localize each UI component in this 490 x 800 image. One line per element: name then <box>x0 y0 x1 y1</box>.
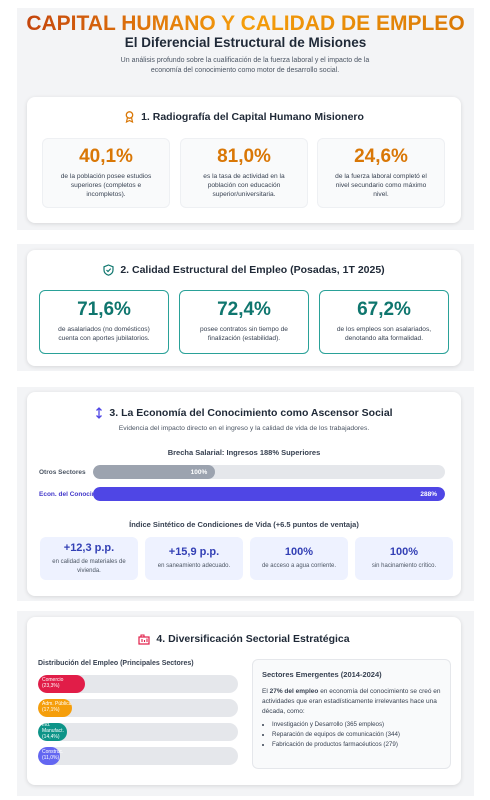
stat-card: 81,0% es la tasa de actividad en la pobla… <box>180 138 308 208</box>
stat-card: 40,1% de la población posee estudios supe… <box>42 138 170 208</box>
salary-chart: Otros Sectores 100% Econ. del Conocimiento… <box>27 462 461 506</box>
bar-track: Adm. Pública (17,1%) <box>38 699 238 717</box>
bar-text: Comercio (23,3%) <box>42 675 63 693</box>
bar-label: Econ. del Conocimiento <box>39 490 114 498</box>
stat-card: 67,2% de los empleos son asalariados, den… <box>319 290 449 354</box>
section-card: 2. Calidad Estructural del Empleo (Posad… <box>27 250 461 366</box>
bar-text: Ind. Manufact. (14,4%) <box>42 723 67 741</box>
stat-text: en calidad de materiales de vivienda. <box>52 559 126 574</box>
emerging-box: Sectores Emergentes (2014-2024) El 27% d… <box>252 659 451 769</box>
section-subtitle: Evidencia del impacto directo en el ingr… <box>118 425 370 432</box>
index-cards: +12,3 p.p. en calidad de materiales de vi… <box>27 537 461 581</box>
icon <box>96 407 103 419</box>
section-heading: 3. La Economía del Conocimiento como Asc… <box>27 407 461 419</box>
stat-text: posee contratos sin tiempo de finalizaci… <box>200 326 288 343</box>
stat-card: 24,6% de la fuerza laboral completó el ni… <box>317 138 445 208</box>
bar: Construc. (11,0%) <box>38 747 63 765</box>
bar-value-label: (11,0%) <box>42 755 60 761</box>
stat-text: es la tasa de actividad en la población … <box>203 172 285 199</box>
list-item: Investigación y Desarrollo (365 empleos) <box>272 720 441 730</box>
text: El <box>262 688 268 695</box>
stat-card: 72,4% posee contratos sin tiempo de final… <box>179 290 309 354</box>
bar: 100% <box>93 465 216 479</box>
stat-value: 72,4% <box>217 299 271 321</box>
section-heading: 2. Calidad Estructural del Empleo (Posad… <box>27 264 461 276</box>
stat-text: de los empleos son asalariados, denotand… <box>336 326 432 343</box>
emerging-title: Sectores Emergentes (2014-2024) <box>262 670 382 679</box>
list-item: Fabricación de productos farmacéuticos (… <box>272 740 441 750</box>
bar-value-label: 288% <box>420 490 437 498</box>
bar-track: Ind. Manufact. (14,4%) <box>38 723 238 741</box>
stat-card: 100% sin hacinamiento crítico. <box>355 537 453 580</box>
bar-text: Adm. Pública (17,1%) <box>42 699 71 717</box>
stat-value: 40,1% <box>79 145 133 167</box>
stat-text: de asalariados (no domésticos) cuenta co… <box>58 326 150 343</box>
stat-text: de la fuerza laboral completó el nivel s… <box>335 172 427 199</box>
emerging-list: Investigación y Desarrollo (365 empleos)… <box>262 720 441 750</box>
bar-track: Construc. (11,0%) <box>38 747 238 765</box>
stat-text: de la población posee estudios superiore… <box>60 172 152 199</box>
bar-value-label: 100% <box>190 468 208 476</box>
bar: Adm. Pública (17,1%) <box>38 699 73 717</box>
icon <box>138 633 151 645</box>
stat-value: +12,3 p.p. <box>63 542 115 555</box>
stat-card: 71,6% de asalariados (no domésticos) cuen… <box>39 290 169 354</box>
stat-value: 81,0% <box>217 145 271 167</box>
stat-text: de acceso a agua corriente. <box>261 563 337 570</box>
stat-value: +15,9 p.p. <box>168 546 220 559</box>
bar-label: Construc. <box>42 749 64 756</box>
bar: Comercio (23,3%) <box>38 675 85 693</box>
section-heading: 1. Radiografía del Capital Humano Mision… <box>27 111 461 123</box>
stat-card: 100% de acceso a agua corriente. <box>250 537 348 580</box>
main-subtitle: El Diferencial Estructural de Misiones <box>124 35 367 50</box>
main-description: Un análisis profundo sobre la cualificac… <box>120 57 370 75</box>
sector-chart: Comercio (23,3%) Adm. Pública (17,1%) Ind. M… <box>38 675 238 771</box>
bar-track: 100% <box>93 465 445 479</box>
highlight: 27% del empleo <box>269 688 319 695</box>
bar-value-label: (17,1%) <box>42 707 60 713</box>
stat-text: en saneamiento adecuado. <box>157 563 231 570</box>
chart-title: Distribución del Empleo (Principales Sec… <box>38 660 194 667</box>
section-card: 3. La Economía del Conocimiento como Asc… <box>27 392 461 596</box>
bar-text: Construc. (11,0%) <box>42 747 63 765</box>
stat-value: 67,2% <box>357 299 411 321</box>
stat-value: 100% <box>284 546 314 559</box>
section-card: 1. Radiografía del Capital Humano Mision… <box>27 97 461 223</box>
list-item: Reparación de equipos de comunicación (3… <box>272 730 441 740</box>
bar-label: Ind. Manufact. <box>42 723 64 735</box>
bar-label: Comercio <box>42 677 64 684</box>
icon <box>103 264 114 276</box>
index-title: Índice Sintético de Condiciones de Vida … <box>129 520 359 529</box>
stat-value: 100% <box>389 546 419 559</box>
section-title: 3. La Economía del Conocimiento como Asc… <box>109 407 393 419</box>
bar-label: Adm. Pública <box>42 701 72 708</box>
text: en economía del conocimiento se creó en … <box>262 688 441 715</box>
bar-label: Otros Sectores <box>39 468 86 476</box>
section-title: 1. Radiografía del Capital Humano Mision… <box>141 111 364 123</box>
main-title: CAPITAL HUMANO Y CALIDAD DE EMPLEO <box>17 12 474 36</box>
stat-value: 24,6% <box>354 145 408 167</box>
section-title: 2. Calidad Estructural del Empleo (Posad… <box>120 264 385 276</box>
bar-track: 288% <box>93 487 445 501</box>
bar-track: Comercio (23,3%) <box>38 675 238 693</box>
icon <box>125 111 134 123</box>
bar: 288% <box>93 487 445 501</box>
bar: Ind. Manufact. (14,4%) <box>38 723 67 741</box>
chart-title: Brecha Salarial: Ingresos 188% Superiore… <box>167 448 321 457</box>
emerging-text: El 27% del empleo en economía del conoci… <box>262 687 441 716</box>
section-title: 4. Diversificación Sectorial Estratégica <box>156 633 350 645</box>
stat-card: +15,9 p.p. en saneamiento adecuado. <box>145 537 243 580</box>
stat-card: +12,3 p.p. en calidad de materiales de vi… <box>40 537 138 580</box>
section-heading: 4. Diversificación Sectorial Estratégica <box>27 633 461 645</box>
bar-value-label: (23,3%) <box>42 683 60 689</box>
stat-text: sin hacinamiento crítico. <box>371 563 437 570</box>
section-card: 4. Diversificación Sectorial Estratégica… <box>27 617 461 785</box>
bar-value-label: (14,4%) <box>42 733 60 740</box>
stat-value: 71,6% <box>77 299 131 321</box>
